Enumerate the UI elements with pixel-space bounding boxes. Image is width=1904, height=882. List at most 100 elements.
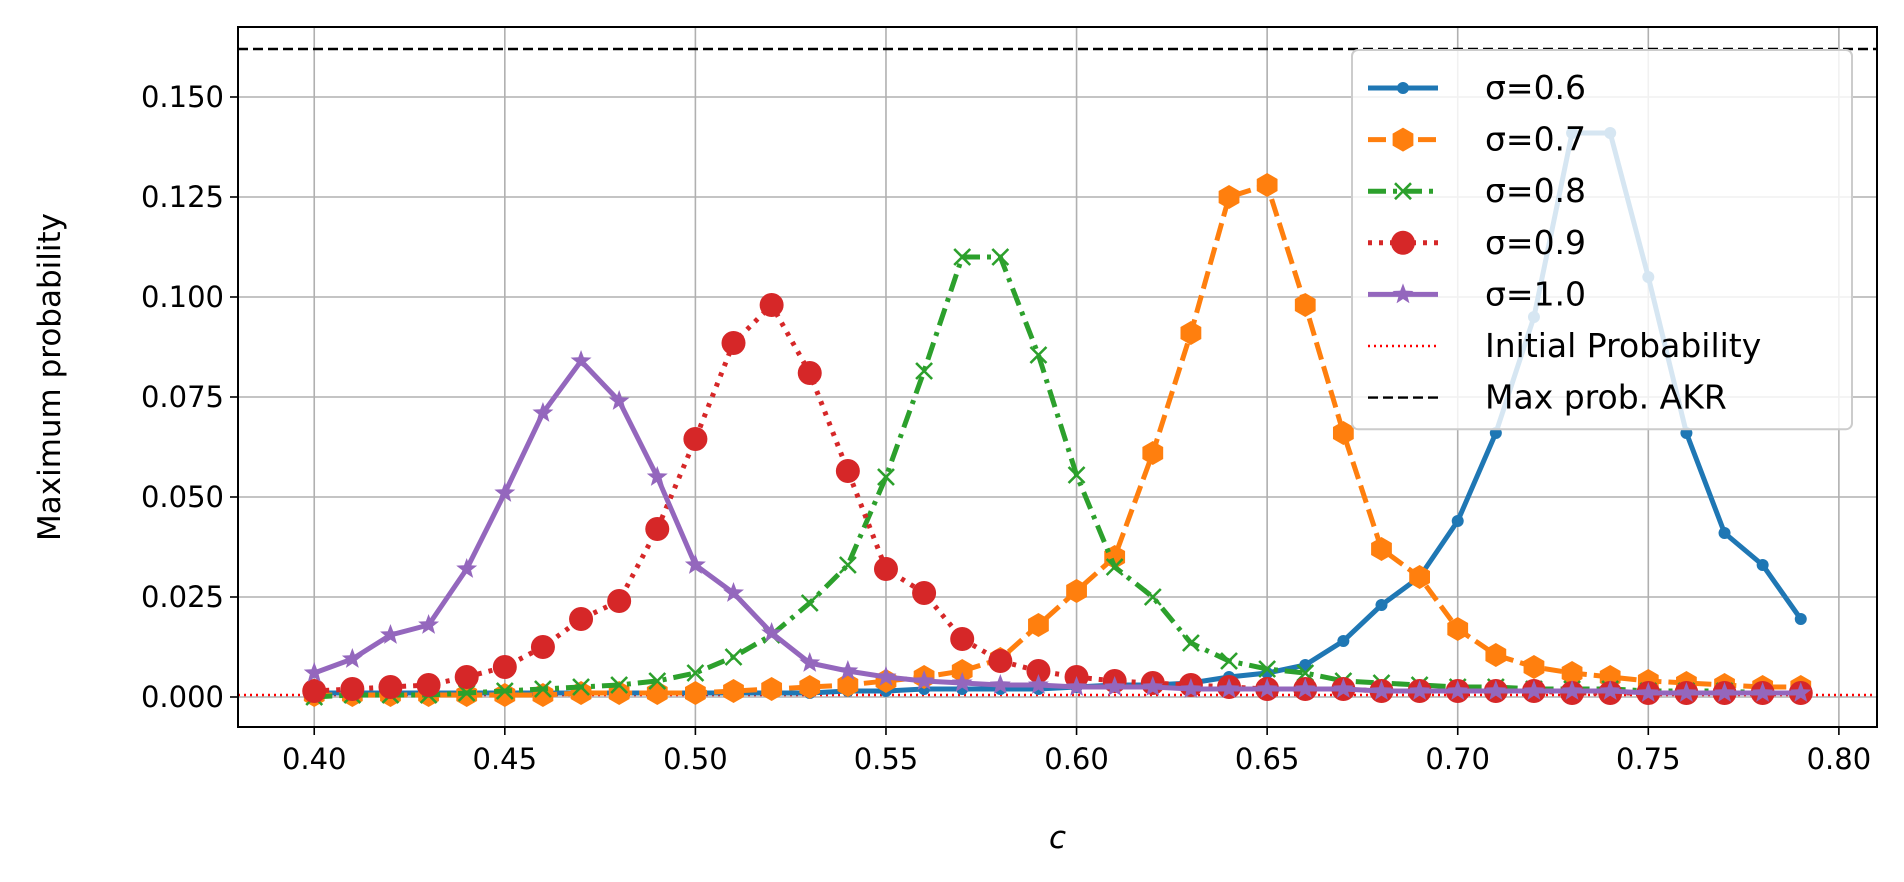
data-point <box>912 581 937 605</box>
x-tick-label: 0.60 <box>1044 742 1109 776</box>
x-tick-label: 0.70 <box>1425 742 1490 776</box>
data-point <box>1337 635 1350 647</box>
data-point <box>456 558 478 578</box>
data-point <box>532 402 554 422</box>
data-point <box>494 482 516 502</box>
data-point <box>1143 588 1162 606</box>
data-point <box>1523 655 1545 679</box>
data-point <box>1451 515 1464 527</box>
data-point <box>683 427 708 451</box>
data-point <box>1637 682 1659 702</box>
legend-swatch-marker <box>1392 127 1414 152</box>
legend-swatch-marker <box>1391 230 1415 255</box>
data-point <box>1447 617 1469 641</box>
data-point <box>761 677 783 701</box>
data-point <box>797 361 822 385</box>
data-point <box>1752 682 1774 702</box>
y-tick-label: 0.125 <box>141 180 224 214</box>
data-point <box>1409 680 1431 700</box>
y-tick-label: 0.050 <box>141 480 224 514</box>
data-point <box>648 672 667 690</box>
legend-label: σ=0.6 <box>1485 68 1586 107</box>
data-point <box>799 675 821 699</box>
legend-label: σ=1.0 <box>1485 274 1586 313</box>
data-point <box>1794 613 1807 625</box>
data-point <box>1066 676 1088 696</box>
data-point <box>1371 537 1392 561</box>
data-point <box>989 674 1011 694</box>
data-point <box>1181 634 1200 652</box>
series <box>303 350 1812 702</box>
data-point <box>380 624 401 644</box>
data-point <box>835 459 860 483</box>
y-axis-ticks: 0.000 0.025 0.050 0.075 0.100 0.125 0.150 <box>141 80 238 714</box>
data-point <box>1561 680 1583 700</box>
data-point <box>1066 579 1087 603</box>
x-tick-label: 0.80 <box>1807 742 1872 776</box>
data-point <box>950 627 975 651</box>
data-point <box>1294 678 1316 698</box>
data-point <box>799 652 821 672</box>
data-point <box>1718 527 1731 539</box>
data-point <box>495 682 514 700</box>
x-axis-label: c <box>1049 820 1066 856</box>
data-point <box>1409 565 1430 589</box>
data-point <box>837 660 859 680</box>
data-point <box>724 648 743 666</box>
y-tick-label: 0.075 <box>141 380 224 414</box>
data-point <box>1299 659 1312 671</box>
y-tick-label: 0.000 <box>141 680 224 714</box>
x-tick-label: 0.45 <box>473 742 538 776</box>
data-point <box>608 390 630 410</box>
data-point <box>341 648 363 668</box>
data-point <box>723 679 744 703</box>
series-line <box>313 358 1801 696</box>
series-line <box>314 182 1801 698</box>
plot-frame <box>237 26 1878 728</box>
data-point <box>569 607 594 631</box>
data-point <box>723 582 744 602</box>
data-point <box>800 594 819 612</box>
legend-swatch-marker <box>1394 182 1412 201</box>
x-tick-label: 0.50 <box>663 742 728 776</box>
data-point <box>685 681 706 705</box>
legend-label: σ=0.8 <box>1485 171 1586 210</box>
data-point <box>1105 558 1124 576</box>
legend: σ=0.6 σ=0.7 σ=0.8 σ=0.9 σ=1.0 Initial Probabi… <box>1351 49 1853 431</box>
x-tick-label: 0.40 <box>282 742 347 776</box>
data-point <box>721 331 746 355</box>
data-point <box>1180 678 1202 698</box>
y-tick-label: 0.150 <box>141 80 224 114</box>
data-point <box>686 664 705 682</box>
data-point <box>1256 678 1278 698</box>
data-point <box>1256 173 1278 197</box>
legend-label: σ=0.7 <box>1485 120 1586 159</box>
data-point <box>1027 674 1049 694</box>
data-point <box>1523 680 1545 700</box>
data-point <box>761 622 783 642</box>
data-point <box>1756 559 1769 571</box>
data-point <box>1332 421 1354 445</box>
data-point <box>646 466 668 486</box>
x-tick-label: 0.65 <box>1235 742 1300 776</box>
data-point <box>988 649 1013 673</box>
data-point <box>873 557 898 581</box>
data-point <box>1142 676 1164 696</box>
legend-label: Initial Probability <box>1485 326 1761 365</box>
data-point <box>454 665 479 689</box>
data-point <box>1714 682 1735 702</box>
data-point <box>1332 678 1354 698</box>
data-point <box>877 468 895 486</box>
data-point <box>1218 185 1240 209</box>
data-point <box>570 350 592 370</box>
data-point <box>530 635 555 659</box>
data-point <box>1026 659 1051 683</box>
data-point <box>1180 321 1202 345</box>
data-point <box>838 556 857 574</box>
legend-label: Max prob. AKR <box>1485 378 1727 417</box>
legend-box <box>1351 49 1853 431</box>
data-point <box>340 677 365 701</box>
data-point <box>1447 680 1469 700</box>
data-point <box>951 672 973 692</box>
y-tick-label: 0.100 <box>141 280 224 314</box>
